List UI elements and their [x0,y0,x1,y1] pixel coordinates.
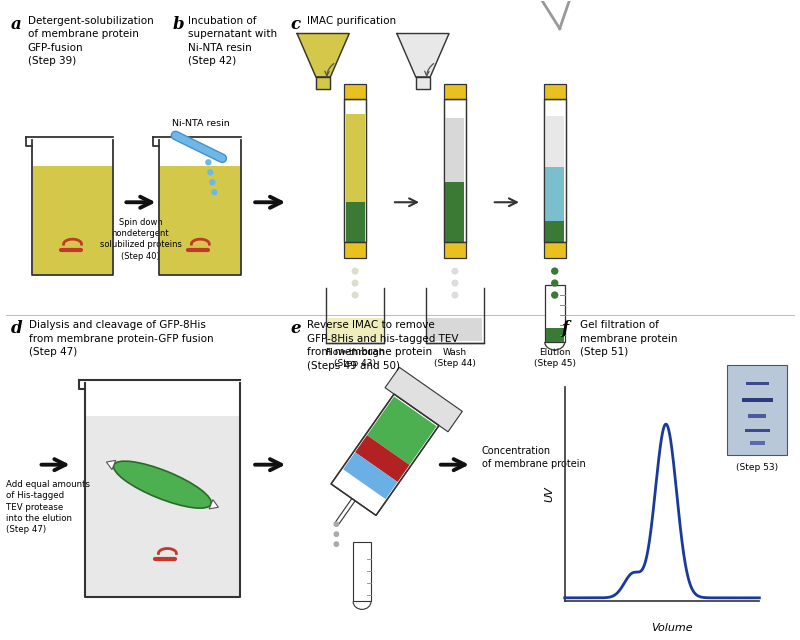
Circle shape [212,190,217,195]
Bar [544,99,566,243]
Bar [544,83,566,99]
Bar [444,99,466,243]
Polygon shape [355,435,410,482]
Bar [546,328,564,342]
Bar [346,202,365,243]
Bar [161,166,240,274]
Bar [748,415,766,418]
Bar [444,99,466,243]
Circle shape [552,292,558,298]
Bar [727,365,787,454]
Text: Spin down
nondetergent
solubilized proteins
(Step 40): Spin down nondetergent solubilized prote… [99,218,182,260]
Polygon shape [209,500,218,509]
Bar [444,83,466,99]
Text: d: d [10,320,22,337]
Bar [546,116,564,166]
Circle shape [452,280,458,286]
Bar [444,243,466,258]
Text: Volume: Volume [651,623,693,634]
Text: Elution
(Step 45): Elution (Step 45) [534,348,576,368]
Circle shape [552,268,558,274]
Bar [544,243,566,258]
Bar [33,166,113,274]
Bar [344,99,366,243]
Bar [446,118,464,182]
Bar [750,442,765,445]
Circle shape [208,170,213,175]
Bar [344,99,366,243]
Circle shape [210,180,215,185]
Text: Wash
(Step 44): Wash (Step 44) [434,348,476,368]
Circle shape [334,522,338,526]
Circle shape [452,268,458,274]
Polygon shape [331,394,439,515]
Circle shape [334,532,338,536]
Bar [544,99,566,243]
Text: Ni-NTA resin: Ni-NTA resin [172,120,230,129]
Text: Dialysis and cleavage of GFP-8His
from membrane protein-GFP fusion
(Step 47): Dialysis and cleavage of GFP-8His from m… [29,320,214,357]
Text: Concentration
of membrane protein: Concentration of membrane protein [482,446,586,469]
Text: e: e [290,320,301,337]
Text: (Step 53): (Step 53) [736,463,778,472]
Text: Reverse IMAC to remove
GFP-8His and his-tagged TEV
from membrane protein
(Steps : Reverse IMAC to remove GFP-8His and his-… [307,320,458,371]
Polygon shape [367,397,437,465]
Polygon shape [316,77,330,88]
Bar [427,319,482,342]
Text: Add equal amounts
of His-tagged
TEV protease
into the elution
(Step 47): Add equal amounts of His-tagged TEV prot… [6,479,90,534]
Circle shape [452,292,458,298]
Circle shape [352,280,358,286]
Bar [546,166,564,221]
Polygon shape [397,33,449,77]
Bar [346,113,365,202]
Circle shape [352,292,358,298]
Polygon shape [416,77,430,88]
Polygon shape [334,499,355,525]
Circle shape [206,160,211,165]
Text: Flow-through
(Step 43): Flow-through (Step 43) [326,348,385,368]
Bar [344,243,366,258]
Bar [545,285,565,342]
Text: c: c [290,15,300,33]
Bar [446,182,464,243]
Bar [742,398,773,401]
Circle shape [552,280,558,286]
Text: f: f [562,320,569,337]
Bar [546,221,564,243]
Polygon shape [385,367,462,432]
Bar [344,83,366,99]
Bar [353,541,371,602]
Circle shape [352,268,358,274]
Bar [86,416,238,596]
Polygon shape [106,460,116,470]
Polygon shape [297,33,349,77]
Text: b: b [172,15,184,33]
Polygon shape [343,452,398,499]
Text: IMAC purification: IMAC purification [307,15,396,26]
Text: a: a [10,15,22,33]
Text: UV: UV [545,486,554,502]
Text: Gel filtration of
membrane protein
(Step 51): Gel filtration of membrane protein (Step… [580,320,677,357]
Ellipse shape [114,461,211,508]
Text: Detergent-solubilization
of membrane protein
GFP-fusion
(Step 39): Detergent-solubilization of membrane pro… [28,15,154,67]
Circle shape [334,542,338,547]
Bar [328,319,382,342]
Text: Incubation of
supernatant with
Ni-NTA resin
(Step 42): Incubation of supernatant with Ni-NTA re… [188,15,278,67]
Bar [746,382,769,385]
Bar [745,429,770,432]
